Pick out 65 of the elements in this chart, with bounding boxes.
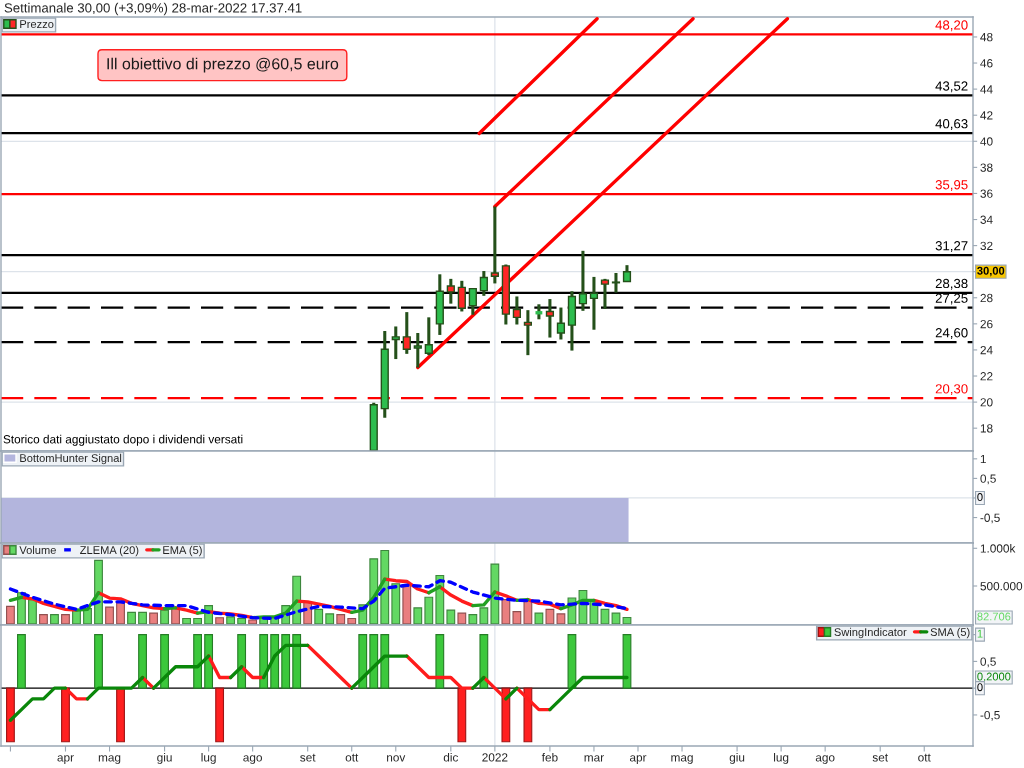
legend-label: SwingIndicator xyxy=(834,627,907,639)
annotation: 0,2000 xyxy=(977,672,1011,682)
annotation: 0 xyxy=(977,493,983,501)
y-tick-label: 42 xyxy=(980,111,993,120)
x-tick-label: giu xyxy=(729,752,745,764)
x-tick-label: ago xyxy=(243,755,263,764)
x-tick-label: dic xyxy=(443,752,459,762)
y-tick-label: 44 xyxy=(980,85,993,94)
legend-label: Prezzo xyxy=(20,20,54,28)
y-tick-label: 1 xyxy=(980,454,986,464)
x-tick-label: apr xyxy=(629,755,647,764)
x-tick-label: set xyxy=(872,753,888,762)
annotation: Storico dati aggiustato dopo i dividendi versati xyxy=(3,434,243,446)
annotation: Ill obiettivo di prezzo @60,5 euro xyxy=(107,57,339,73)
x-tick-label: mag xyxy=(98,755,121,764)
y-tick-label: 28 xyxy=(980,293,993,303)
y-tick-label: 26 xyxy=(980,319,993,329)
y-tick-label: 18 xyxy=(980,424,993,433)
y-tick-label: 0,5 xyxy=(980,474,996,485)
x-tick-label: feb xyxy=(541,752,558,762)
legend-label: SMA (5) xyxy=(930,627,970,639)
x-tick-label: mar xyxy=(584,755,604,762)
y-tick-label: 46 xyxy=(980,59,993,68)
legend-label: BottomHunter Signal xyxy=(20,453,122,465)
y-tick-label: -0,5 xyxy=(980,710,1000,721)
legend-label: EMA (5) xyxy=(163,545,202,557)
x-tick-label: giu xyxy=(157,752,172,764)
ref-line-label: 20,30 xyxy=(935,384,968,396)
x-tick-label: ago xyxy=(815,755,835,764)
y-tick-label: 0,5 xyxy=(980,657,996,668)
annotation: 0 xyxy=(977,683,983,692)
x-tick-label: nov xyxy=(387,755,406,762)
legend-label: Volume xyxy=(19,545,56,554)
y-tick-label: 34 xyxy=(980,215,993,224)
ref-line-label: 31,27 xyxy=(935,241,968,252)
y-tick-label: 20 xyxy=(980,398,993,407)
x-tick-label: ott xyxy=(918,753,931,762)
x-tick-label: apr xyxy=(57,755,74,764)
y-tick-label: 40 xyxy=(980,137,993,146)
x-tick-label: set xyxy=(300,753,316,762)
y-tick-label: 38 xyxy=(980,163,993,172)
y-tick-label: 1.000k xyxy=(980,544,1016,553)
annotation: 82.706 xyxy=(977,612,1011,621)
legend-label: ZLEMA (20) xyxy=(80,545,139,557)
ref-line-label: 40,63 xyxy=(935,119,968,130)
ref-line-label: 35,95 xyxy=(935,180,968,191)
y-tick-label: 32 xyxy=(980,241,993,250)
y-tick-label: 24 xyxy=(980,345,993,355)
y-tick-label: 22 xyxy=(980,372,993,381)
ref-line-label: 43,52 xyxy=(935,81,968,93)
y-tick-label: -0,5 xyxy=(980,513,1000,524)
x-tick-label: ott xyxy=(345,753,359,762)
y-tick-label: 36 xyxy=(980,189,993,198)
x-tick-label: mag xyxy=(671,755,693,764)
y-tick-label: 500.000 xyxy=(980,582,1023,591)
ref-line-label: 48,20 xyxy=(935,20,968,32)
chart-title: Settimanale 30,00 (+3,09%) 28-mar-2022 17.37.41 xyxy=(4,2,302,16)
y-tick-label: 48 xyxy=(980,32,993,42)
ref-line-label: 28,38 xyxy=(935,278,968,290)
ref-line-label: 27,25 xyxy=(935,293,968,305)
annotation: 30,00 xyxy=(977,266,1005,277)
x-tick-label: lug xyxy=(774,752,789,764)
ref-line-label: 24,60 xyxy=(935,328,968,339)
x-tick-label: lug xyxy=(201,752,216,764)
x-tick-label: 2022 xyxy=(482,753,508,762)
